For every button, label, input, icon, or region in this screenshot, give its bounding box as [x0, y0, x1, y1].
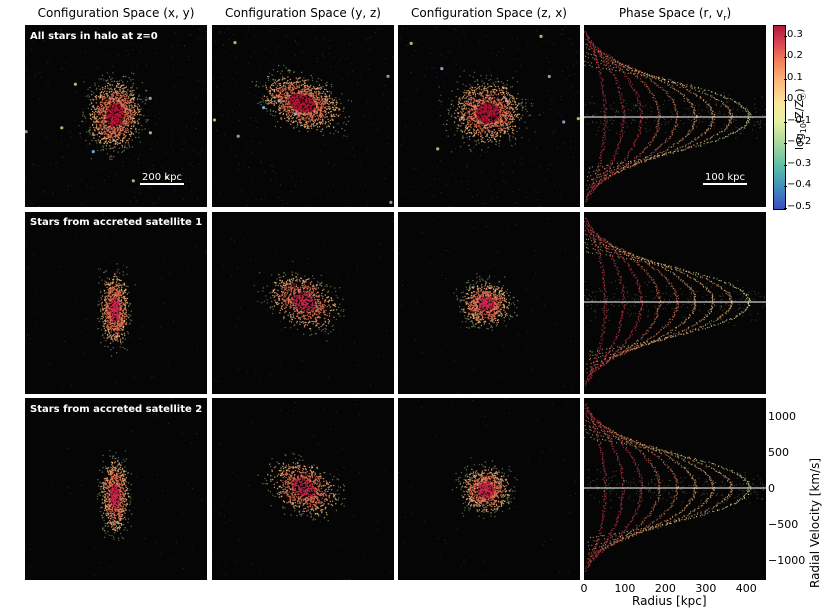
colorbar-tick-label: −0.3 — [787, 157, 812, 169]
panel-zx-row2 — [398, 212, 580, 394]
panel-phase-row1 — [584, 25, 766, 207]
colorbar-tick-mark — [784, 100, 787, 102]
colorbar-tick-mark — [784, 164, 787, 166]
panel-zx-row1 — [398, 25, 580, 207]
panel-xy-row1 — [25, 25, 207, 207]
row-label-satellite-2: Stars from accreted satellite 2 — [30, 404, 203, 415]
colorbar-tick-mark — [784, 186, 787, 188]
colorbar-tick-label: 0.2 — [787, 50, 803, 62]
scalebar-config: 200 kpc — [140, 172, 184, 185]
column-title-phase: Phase Space (r, vr) — [618, 6, 732, 23]
phase-xlabel: Radius [kpc] — [632, 594, 707, 608]
phase-xtick-label: 200 — [654, 582, 676, 595]
colorbar-tick-mark — [784, 78, 787, 80]
phase-xtick-label: 100 — [614, 582, 636, 595]
colorbar-tick-label: −0.2 — [787, 136, 812, 148]
phase-xtick-label: 0 — [580, 582, 588, 595]
colorbar-tick-label: −0.5 — [787, 201, 812, 212]
phase-ytick-label: −500 — [768, 518, 799, 531]
colorbar-tick-label: 0.0 — [787, 93, 803, 105]
scalebar-phase: 100 kpc — [703, 172, 747, 185]
phase-ytick-label: 1000 — [768, 410, 796, 423]
colorbar — [773, 25, 786, 210]
column-title-xy: Configuration Space (x, y) — [37, 6, 195, 20]
panel-yz-row3 — [212, 398, 394, 580]
phase-ytick-label: −1000 — [768, 554, 806, 567]
colorbar-tick-mark — [784, 143, 787, 145]
colorbar-tick-mark — [784, 208, 787, 209]
colorbar-tick-label: −0.4 — [787, 179, 812, 191]
phase-xtick-label: 300 — [695, 582, 717, 595]
panel-phase-row2 — [584, 212, 766, 394]
column-title-yz: Configuration Space (y, z) — [225, 6, 381, 20]
colorbar-tick-mark — [784, 57, 787, 59]
colorbar-tick-label: 0.1 — [787, 71, 803, 83]
row-label-all-stars: All stars in halo at z=0 — [30, 31, 158, 42]
panel-yz-row2 — [212, 212, 394, 394]
panel-yz-row1 — [212, 25, 394, 207]
phase-ytick-label: 500 — [768, 446, 789, 459]
panel-xy-row3 — [25, 398, 207, 580]
panel-phase-row3 — [584, 398, 766, 580]
colorbar-tick-mark — [784, 121, 787, 123]
column-title-zx: Configuration Space (z, x) — [411, 6, 567, 20]
phase-xtick-label: 400 — [735, 582, 757, 595]
colorbar-tick-label: 0.3 — [787, 28, 803, 40]
colorbar-tick-label: −0.1 — [787, 114, 812, 126]
row-label-satellite-1: Stars from accreted satellite 1 — [30, 217, 203, 228]
colorbar-tick-mark — [784, 35, 787, 37]
phase-ytick-label: 0 — [768, 482, 775, 495]
panel-xy-row2 — [25, 212, 207, 394]
phase-ylabel: Radial Velocity [km/s] — [808, 457, 822, 588]
colorbar-label: log10(Z/Z☉) — [793, 88, 809, 150]
panel-zx-row3 — [398, 398, 580, 580]
